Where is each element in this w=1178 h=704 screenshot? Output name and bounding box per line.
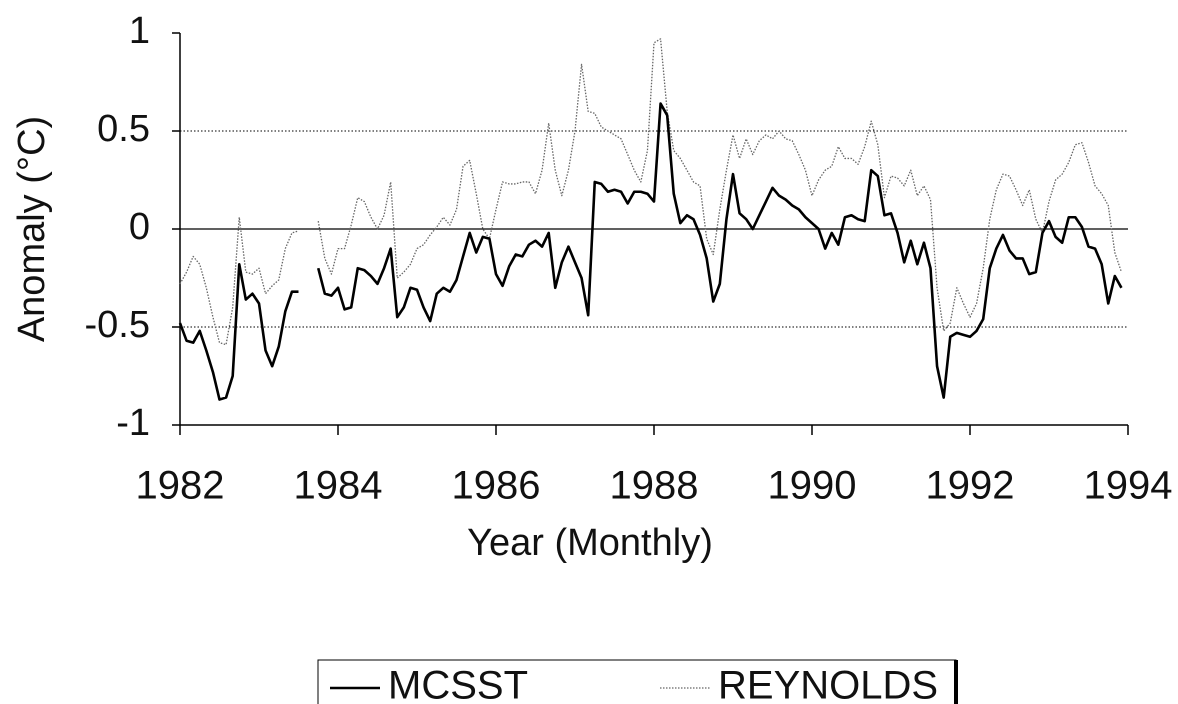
x-tick-label: 1988 [610, 464, 699, 508]
x-tick-label: 1992 [926, 464, 1015, 508]
y-tick-label: -0.5 [85, 304, 150, 346]
y-tick-label: 1 [129, 10, 150, 52]
x-tick-label: 1990 [768, 464, 857, 508]
legend-label: MCSST [388, 664, 528, 704]
y-axis-title: Anomaly (°C) [11, 116, 53, 342]
legend-label: REYNOLDS [718, 664, 938, 704]
series-line [178, 102, 1123, 401]
x-tick-label: 1986 [452, 464, 541, 508]
series-line [179, 38, 1123, 346]
y-tick-label: 0.5 [97, 108, 150, 150]
x-tick-label: 1982 [136, 464, 225, 508]
y-tick-label: -1 [116, 402, 150, 444]
x-tick-label: 1984 [294, 464, 383, 508]
y-tick-label: 0 [129, 206, 150, 248]
x-tick-label: 1994 [1084, 464, 1173, 508]
x-axis-title: Year (Monthly) [467, 522, 713, 564]
